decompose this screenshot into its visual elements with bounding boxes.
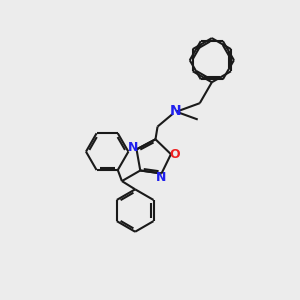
Text: N: N	[156, 170, 167, 184]
Text: O: O	[169, 148, 180, 161]
Text: N: N	[128, 141, 138, 154]
Text: N: N	[170, 104, 182, 118]
